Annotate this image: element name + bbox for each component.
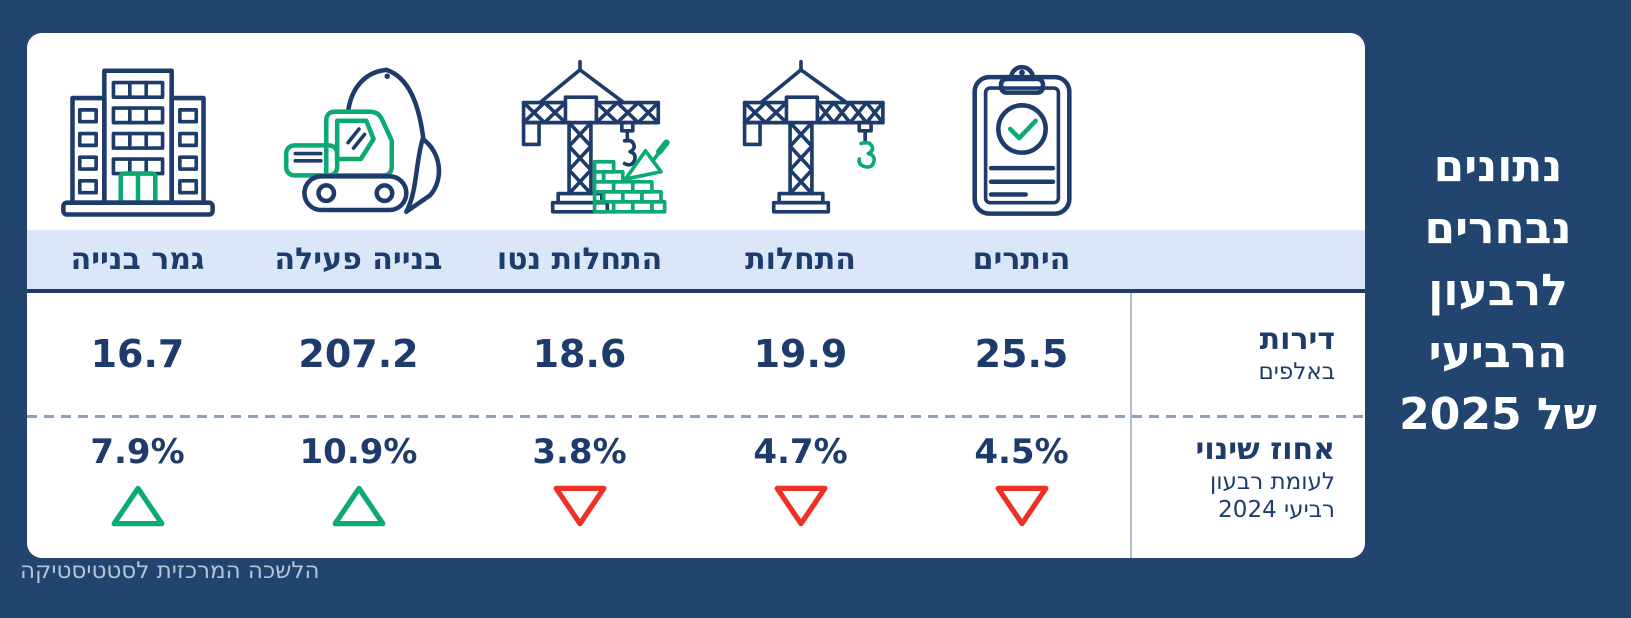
value-starts: 19.9 (753, 332, 848, 376)
row-change: אחוז שינוי לעומת רבעון רביעי 2024 4.5% 4… (27, 418, 1365, 558)
data-card: היתרים התחלות התחלות נטו בנייה פעילה גמר… (27, 33, 1365, 558)
building-icon (27, 43, 248, 221)
label-column-separator (1130, 293, 1132, 558)
change-starts: 4.7% (690, 432, 911, 529)
page-title: נתונים נבחרים לרבעון הרביעי של 2025 (1389, 136, 1607, 446)
value-completions: 16.7 (90, 332, 185, 376)
change-permits: 4.5% (911, 432, 1132, 529)
header-active-construction: בנייה פעילה (274, 242, 443, 277)
page-title-line: של 2025 (1399, 389, 1597, 440)
change-permits-pct: 4.5% (974, 432, 1069, 472)
clipboard-check-icon (911, 43, 1132, 221)
row-label-units-subtitle: באלפים (1258, 358, 1335, 385)
change-completions: 7.9% (27, 432, 248, 529)
row-label-change-sub1: לעומת רבעון (1210, 469, 1335, 495)
page-title-line: נבחרים (1424, 203, 1572, 254)
row-label-units-title: דירות (1259, 321, 1335, 357)
source-attribution: הלשכה המרכזית לסטטיסטיקה (20, 558, 320, 584)
excavator-icon (248, 43, 469, 221)
page-title-line: לרבעון (1428, 265, 1568, 316)
change-completions-pct: 7.9% (90, 432, 185, 472)
down-triangle-icon (994, 483, 1050, 529)
header-starts: התחלות (745, 242, 856, 277)
up-triangle-icon (331, 483, 387, 529)
row-label-change: אחוז שינוי לעומת רבעון רביעי 2024 (1132, 432, 1365, 524)
change-starts-pct: 4.7% (753, 432, 848, 472)
change-net-starts: 3.8% (469, 432, 690, 529)
table-body: דירות באלפים 25.5 19.9 18.6 207.2 16.7 א… (27, 293, 1365, 558)
change-active-pct: 10.9% (299, 432, 418, 472)
value-net-starts: 18.6 (532, 332, 627, 376)
page-title-line: הרביעי (1428, 327, 1568, 378)
dashed-row-divider (27, 415, 1365, 418)
crane-bricks-icon (469, 43, 690, 221)
row-label-change-title: אחוז שינוי (1195, 432, 1335, 467)
value-active-construction: 207.2 (298, 332, 419, 376)
row-units: דירות באלפים 25.5 19.9 18.6 207.2 16.7 (27, 293, 1365, 415)
header-permits: היתרים (972, 242, 1071, 277)
down-triangle-icon (773, 483, 829, 529)
column-header-band: היתרים התחלות התחלות נטו בנייה פעילה גמר… (27, 230, 1365, 293)
icons-row (27, 33, 1365, 230)
header-completions: גמר בנייה (70, 242, 205, 277)
page-title-line: נתונים (1433, 141, 1563, 192)
up-triangle-icon (110, 483, 166, 529)
change-net-starts-pct: 3.8% (532, 432, 627, 472)
down-triangle-icon (552, 483, 608, 529)
value-permits: 25.5 (974, 332, 1069, 376)
row-label-change-sub2: רביעי 2024 (1218, 497, 1335, 524)
row-label-units: דירות באלפים (1132, 322, 1365, 386)
change-active-construction: 10.9% (248, 432, 469, 529)
tower-crane-icon (690, 43, 911, 221)
header-net-starts: התחלות נטו (496, 242, 663, 277)
